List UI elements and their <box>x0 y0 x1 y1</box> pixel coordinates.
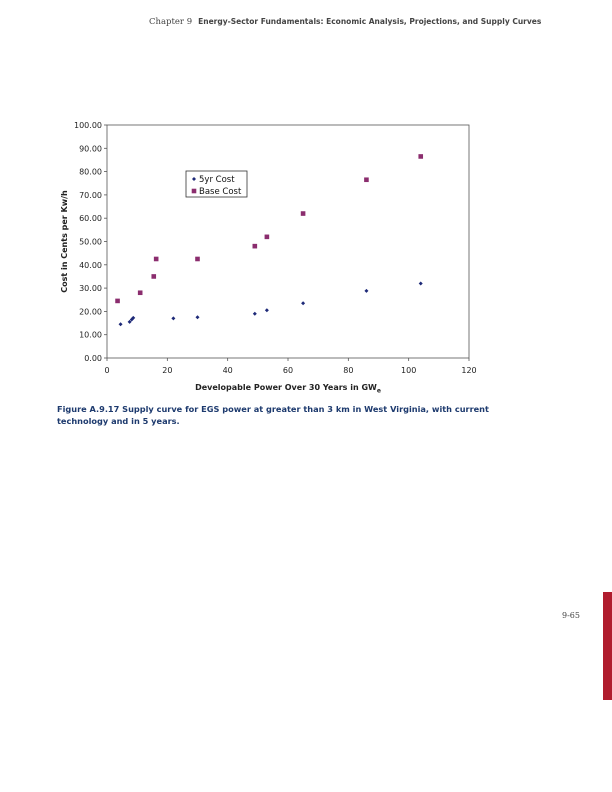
point-5yr-cost <box>364 288 369 293</box>
supply-curve-chart: 0.00 10.00 20.00 30.00 40.00 50.00 60.00 70.00 8… <box>60 121 477 395</box>
point-base-cost <box>418 154 424 159</box>
point-base-cost <box>264 234 270 240</box>
point-5yr-cost <box>195 315 200 320</box>
y-tick-label: 10.00 <box>79 331 102 340</box>
point-base-cost <box>137 290 143 296</box>
point-base-cost <box>300 211 306 216</box>
y-tick-label: 0.00 <box>84 354 102 363</box>
y-tick-label: 30.00 <box>79 284 102 293</box>
point-5yr-cost <box>131 315 136 320</box>
x-tick-label: 60 <box>283 366 293 375</box>
page-header: Chapter 9 Energy-Sector Fundamentals: Ec… <box>149 17 589 27</box>
y-tick-label: 70.00 <box>79 191 102 200</box>
point-5yr-cost <box>127 319 132 324</box>
point-base-cost <box>151 274 157 279</box>
y-tick-label: 20.00 <box>79 307 102 316</box>
page-number: 9-65 <box>562 611 580 620</box>
legend-marker-base-cost <box>191 188 197 194</box>
figure-caption: Figure A.9.17 Supply curve for EGS power… <box>57 404 489 426</box>
chapter-label: Chapter 9 <box>149 17 193 27</box>
y-tick-label: 40.00 <box>79 261 102 270</box>
point-5yr-cost <box>171 316 176 321</box>
legend-label: 5yr Cost <box>199 175 235 185</box>
plot-frame <box>106 124 470 359</box>
x-tick-label: 80 <box>343 366 353 375</box>
legend-marker-5yr-cost <box>192 177 196 181</box>
x-tick-label: 120 <box>461 366 476 375</box>
y-tick-label: 100.00 <box>74 121 102 130</box>
point-base-cost <box>364 177 369 183</box>
point-5yr-cost <box>252 311 257 316</box>
y-tick-label: 50.00 <box>79 238 102 247</box>
x-tick-label: 20 <box>162 366 172 375</box>
x-tick-label: 100 <box>401 366 416 375</box>
point-5yr-cost <box>264 308 269 313</box>
legend-label: Base Cost <box>199 187 242 197</box>
y-tick-label: 90.00 <box>79 144 102 153</box>
point-5yr-cost <box>301 301 306 306</box>
x-tick-label: 0 <box>104 366 109 375</box>
y-axis-label: Cost in Cents per Kw/h <box>60 190 69 293</box>
point-5yr-cost <box>418 281 423 286</box>
y-tick-label: 60.00 <box>79 214 102 223</box>
x-tick-label: 40 <box>223 366 233 375</box>
point-base-cost <box>115 298 120 304</box>
point-base-cost <box>195 256 200 262</box>
point-base-cost <box>252 243 258 249</box>
x-axis-label: Developable Power Over 30 Years in GWe <box>195 383 381 395</box>
chapter-title: Energy-Sector Fundamentals: Economic Ana… <box>198 17 542 26</box>
point-5yr-cost <box>118 322 123 327</box>
point-base-cost <box>153 256 159 262</box>
side-tab <box>603 592 612 700</box>
y-tick-label: 80.00 <box>79 168 102 177</box>
